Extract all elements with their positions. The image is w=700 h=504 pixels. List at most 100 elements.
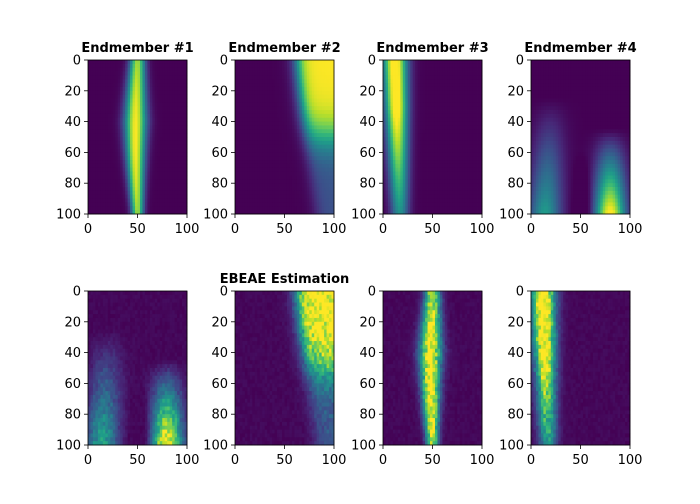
heatmap-cell <box>240 160 243 164</box>
heatmap-cell <box>385 60 388 64</box>
heatmap-cell <box>445 168 448 172</box>
heatmap-cell <box>472 75 475 79</box>
heatmap-cell <box>262 172 265 176</box>
heatmap-cell <box>103 83 106 87</box>
heatmap-cell <box>270 164 273 168</box>
heatmap-cell <box>262 164 265 168</box>
heatmap-cell <box>319 64 322 68</box>
heatmap-cell <box>445 64 448 68</box>
heatmap-cell <box>170 87 173 91</box>
heatmap-cell <box>294 199 297 203</box>
heatmap-cell <box>142 152 145 156</box>
heatmap-cell <box>470 125 473 129</box>
heatmap-cell <box>177 60 180 64</box>
heatmap-cell <box>123 195 126 199</box>
heatmap-cell <box>294 114 297 118</box>
heatmap-cell <box>385 75 388 79</box>
heatmap-cell <box>135 133 138 137</box>
heatmap-cell <box>309 68 312 72</box>
heatmap-cell <box>327 110 330 114</box>
heatmap-cell <box>282 60 285 64</box>
heatmap-cell <box>100 187 103 191</box>
heatmap-cell <box>395 91 398 95</box>
heatmap-cell <box>423 206 426 210</box>
heatmap-cell <box>403 114 406 118</box>
heatmap-cell <box>177 95 180 99</box>
heatmap-cell <box>88 68 91 72</box>
heatmap-cell <box>428 149 431 153</box>
heatmap-cell <box>477 75 480 79</box>
heatmap-cell <box>292 125 295 129</box>
heatmap-cell <box>240 149 243 153</box>
heatmap-cell <box>237 149 240 153</box>
heatmap-cell <box>445 141 448 145</box>
heatmap-cell <box>277 125 280 129</box>
heatmap-cell <box>289 133 292 137</box>
heatmap-cell <box>285 133 288 137</box>
heatmap-cell <box>475 149 478 153</box>
heatmap-cell <box>533 64 536 68</box>
heatmap-cell <box>133 68 136 72</box>
heatmap-cell <box>314 110 317 114</box>
heatmap-cell <box>393 149 396 153</box>
heatmap-cell <box>302 68 305 72</box>
heatmap-cell <box>292 91 295 95</box>
heatmap-cell <box>138 95 141 99</box>
heatmap-cell <box>430 72 433 76</box>
heatmap-cell <box>452 160 455 164</box>
heatmap-cell <box>150 60 153 64</box>
heatmap-cell <box>541 68 544 72</box>
heatmap-cell <box>309 106 312 110</box>
heatmap-cell <box>280 79 283 83</box>
heatmap-cell <box>475 102 478 106</box>
heatmap-cell <box>272 195 275 199</box>
heatmap-cell <box>327 99 330 103</box>
heatmap-cell <box>160 137 163 141</box>
heatmap-cell <box>162 145 165 149</box>
heatmap-cell <box>408 79 411 83</box>
heatmap-cell <box>175 133 178 137</box>
heatmap-cell <box>465 122 468 126</box>
heatmap-cell <box>319 164 322 168</box>
heatmap-cell <box>319 72 322 76</box>
heatmap-cell <box>437 83 440 87</box>
heatmap-cell <box>452 110 455 114</box>
heatmap-cell <box>277 164 280 168</box>
heatmap-cell <box>455 99 458 103</box>
heatmap-cell <box>142 102 145 106</box>
heatmap-cell <box>260 164 263 168</box>
heatmap-cell <box>265 60 268 64</box>
heatmap-cell <box>282 183 285 187</box>
heatmap-cell <box>393 79 396 83</box>
heatmap-cell <box>133 156 136 160</box>
heatmap-cell <box>327 206 330 210</box>
heatmap-cell <box>277 141 280 145</box>
heatmap-cell <box>420 183 423 187</box>
heatmap-cell <box>95 202 98 206</box>
heatmap-cell <box>304 141 307 145</box>
heatmap-cell <box>307 164 310 168</box>
heatmap-cell <box>309 168 312 172</box>
heatmap-cell <box>477 60 480 64</box>
heatmap-cell <box>108 152 111 156</box>
heatmap-cell <box>294 118 297 122</box>
heatmap-cell <box>95 172 98 176</box>
heatmap-cell <box>405 152 408 156</box>
heatmap-cell <box>462 164 465 168</box>
heatmap-cell <box>450 87 453 91</box>
heatmap-cell <box>240 114 243 118</box>
heatmap-cell <box>418 187 421 191</box>
heatmap-cell <box>108 168 111 172</box>
heatmap-cell <box>475 72 478 76</box>
heatmap-cell <box>289 156 292 160</box>
heatmap-cell <box>625 68 628 72</box>
heatmap-cell <box>235 79 238 83</box>
heatmap-cell <box>270 149 273 153</box>
heatmap-cell <box>182 114 185 118</box>
heatmap-cell <box>282 137 285 141</box>
heatmap-cell <box>260 99 263 103</box>
heatmap-cell <box>285 60 288 64</box>
heatmap-cell <box>150 206 153 210</box>
heatmap-cell <box>250 83 253 87</box>
